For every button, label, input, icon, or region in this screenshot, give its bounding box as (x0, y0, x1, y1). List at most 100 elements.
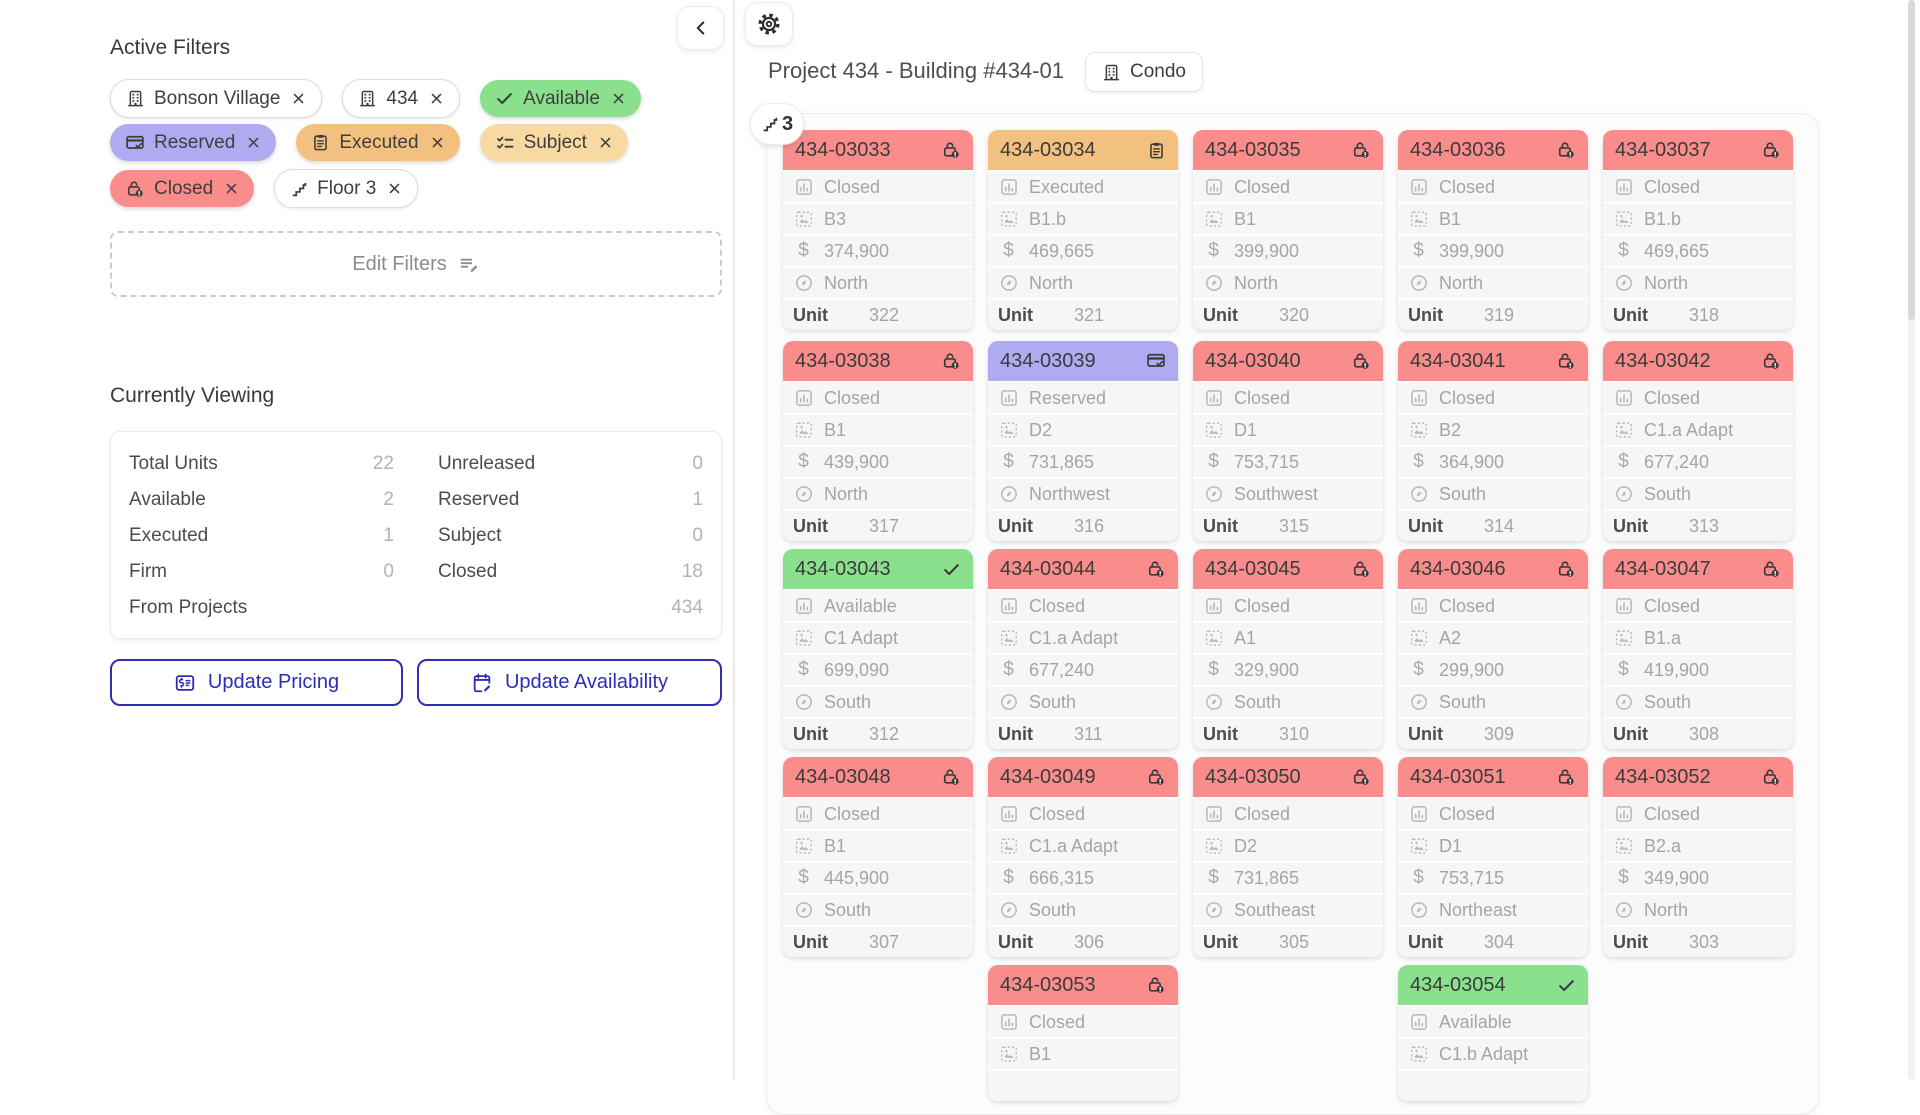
floor-number: 3 (782, 112, 794, 135)
unit-card[interactable]: 434-03038 Closed B1 $439,900 North Unit 317 (783, 341, 973, 541)
unit-card-header: 434-03044 (988, 549, 1178, 589)
unit-card[interactable]: 434-03037 Closed B1.b $469,665 North Unit 318 (1603, 130, 1793, 330)
unit-card[interactable]: 434-03053 Closed B1 (988, 965, 1178, 1101)
unit-card-row-value: 677,240 (1644, 451, 1710, 472)
unit-card-header: 434-03038 (783, 341, 973, 381)
scrollbar-thumb[interactable] (1908, 0, 1915, 320)
remove-filter-icon[interactable] (224, 181, 239, 196)
chart-icon (1613, 804, 1634, 824)
unit-card[interactable]: 434-03042 Closed C1.a Adapt $677,240 South Un… (1603, 341, 1793, 541)
filter-chip-closed[interactable]: Closed (110, 170, 255, 207)
unit-card-row: Closed (1193, 172, 1383, 202)
remove-filter-icon[interactable] (429, 91, 444, 106)
unit-card-row: $364,900 (1398, 447, 1588, 477)
unit-card[interactable]: 434-03049 Closed C1.a Adapt $666,315 South Un… (988, 757, 1178, 957)
unit-card[interactable]: 434-03034 Executed B1.b $469,665 North Unit 32… (988, 130, 1178, 330)
filter-chip-label: Executed (339, 131, 419, 153)
unit-card-row: $699,090 (783, 655, 973, 685)
unit-card[interactable]: 434-03054 Available C1.b Adapt (1398, 965, 1588, 1101)
unit-id: 434-03041 (1410, 349, 1506, 372)
filter-chip-floor-3[interactable]: Floor 3 (274, 169, 419, 208)
compass-icon (793, 273, 814, 293)
filter-chip-434[interactable]: 434 (342, 79, 461, 118)
remove-filter-icon[interactable] (246, 135, 261, 150)
filter-chip-reserved[interactable]: Reserved (110, 124, 277, 161)
unit-card-row-value: 731,865 (1029, 451, 1095, 472)
remove-filter-icon[interactable] (387, 181, 402, 196)
settings-button[interactable] (745, 2, 793, 46)
unit-card[interactable]: 434-03036 Closed B1 $399,900 North Unit 319 (1398, 130, 1588, 330)
stats-footer-row: From Projects 434 (129, 590, 703, 626)
unit-number-value: 312 (869, 723, 900, 744)
stat-label: Reserved (438, 489, 520, 510)
floor-indicator[interactable]: 3 (750, 103, 805, 145)
unit-card[interactable]: 434-03045 Closed A1 $329,900 South Unit 310 (1193, 549, 1383, 749)
stat-label: Unreleased (438, 453, 536, 474)
image-icon (998, 1044, 1019, 1064)
unit-card[interactable]: 434-03040 Closed D1 $753,715 Southwest Unit 31… (1193, 341, 1383, 541)
unit-card-row: Unit 312 (783, 719, 973, 749)
unit-card[interactable]: 434-03035 Closed B1 $399,900 North Unit 320 (1193, 130, 1383, 330)
compass-icon (1613, 273, 1634, 293)
remove-filter-icon[interactable] (430, 135, 445, 150)
remove-filter-icon[interactable] (611, 91, 626, 106)
unit-card-row: B2 (1398, 415, 1588, 445)
lock-icon (1351, 140, 1371, 160)
unit-number-label: Unit (1408, 304, 1443, 325)
filter-chip-bonson-village[interactable]: Bonson Village (110, 79, 323, 118)
unit-card-header: 434-03052 (1603, 757, 1793, 797)
chart-icon (998, 596, 1019, 616)
stat-label: Closed (438, 561, 498, 582)
unit-card-row-value: 439,900 (824, 451, 890, 472)
dollar-icon: $ (1003, 240, 1014, 261)
remove-filter-icon[interactable] (598, 135, 613, 150)
scrollbar[interactable] (1908, 0, 1915, 1080)
update-pricing-button[interactable]: Update Pricing (110, 659, 403, 706)
unit-number-value: 322 (869, 304, 900, 325)
update-availability-button[interactable]: Update Availability (417, 659, 722, 706)
unit-card[interactable]: 434-03039 Reserved D2 $731,865 Northwest Unit… (988, 341, 1178, 541)
unit-card-row: C1 Adapt (783, 623, 973, 653)
unit-card[interactable]: 434-03041 Closed B2 $364,900 South Unit 314 (1398, 341, 1588, 541)
lock-icon (1351, 351, 1371, 371)
filter-chip-available[interactable]: Available (480, 80, 641, 117)
remove-filter-icon[interactable] (291, 91, 306, 106)
unit-card[interactable]: 434-03047 Closed B1.a $419,900 South Unit 308 (1603, 549, 1793, 749)
compass-icon (1408, 484, 1429, 504)
unit-card-row-value: North (1234, 272, 1279, 293)
unit-number-value: 310 (1279, 723, 1310, 744)
filter-chip-subject[interactable]: Subject (479, 124, 628, 161)
chart-icon (793, 177, 814, 197)
unit-card[interactable]: 434-03043 Available C1 Adapt $699,090 South U… (783, 549, 973, 749)
unit-card[interactable]: 434-03044 Closed C1.a Adapt $677,240 South Un… (988, 549, 1178, 749)
unit-card-row: A1 (1193, 623, 1383, 653)
unit-card[interactable]: 434-03051 Closed D1 $753,715 Northeast Unit 30… (1398, 757, 1588, 957)
image-icon (1203, 836, 1224, 856)
unit-id: 434-03048 (795, 765, 891, 788)
unit-card[interactable]: 434-03046 Closed A2 $299,900 South Unit 309 (1398, 549, 1588, 749)
unit-card[interactable]: 434-03050 Closed D2 $731,865 Southeast Unit 30… (1193, 757, 1383, 957)
compass-icon (1203, 900, 1224, 920)
unit-number-value: 317 (869, 515, 900, 536)
filter-chip-executed[interactable]: Executed (296, 124, 460, 161)
collapse-sidebar-button[interactable] (677, 6, 724, 50)
unit-card[interactable]: 434-03033 Closed B3 $374,900 North Unit 322 (783, 130, 973, 330)
unit-card-header: 434-03045 (1193, 549, 1383, 589)
unit-card[interactable]: 434-03048 Closed B1 $445,900 South Unit 307 (783, 757, 973, 957)
unit-card[interactable]: 434-03052 Closed B2.a $349,900 North Unit 303 (1603, 757, 1793, 957)
compass-icon (1408, 692, 1429, 712)
edit-filters-button[interactable]: Edit Filters (110, 231, 722, 297)
unit-card-row: South (783, 895, 973, 925)
unit-number-value: 308 (1689, 723, 1720, 744)
unit-number-label: Unit (1613, 931, 1648, 952)
unit-card-row-value: Closed (1029, 1011, 1086, 1032)
unit-card-row-value: Available (1439, 1011, 1512, 1032)
image-icon (998, 420, 1019, 440)
unit-card-header: 434-03042 (1603, 341, 1793, 381)
compass-icon (1408, 273, 1429, 293)
lock-icon (941, 767, 961, 787)
playlist-edit-icon (459, 254, 480, 275)
unit-id: 434-03054 (1410, 973, 1506, 996)
unit-id: 434-03043 (795, 557, 891, 580)
unit-card-row: Unit 310 (1193, 719, 1383, 749)
